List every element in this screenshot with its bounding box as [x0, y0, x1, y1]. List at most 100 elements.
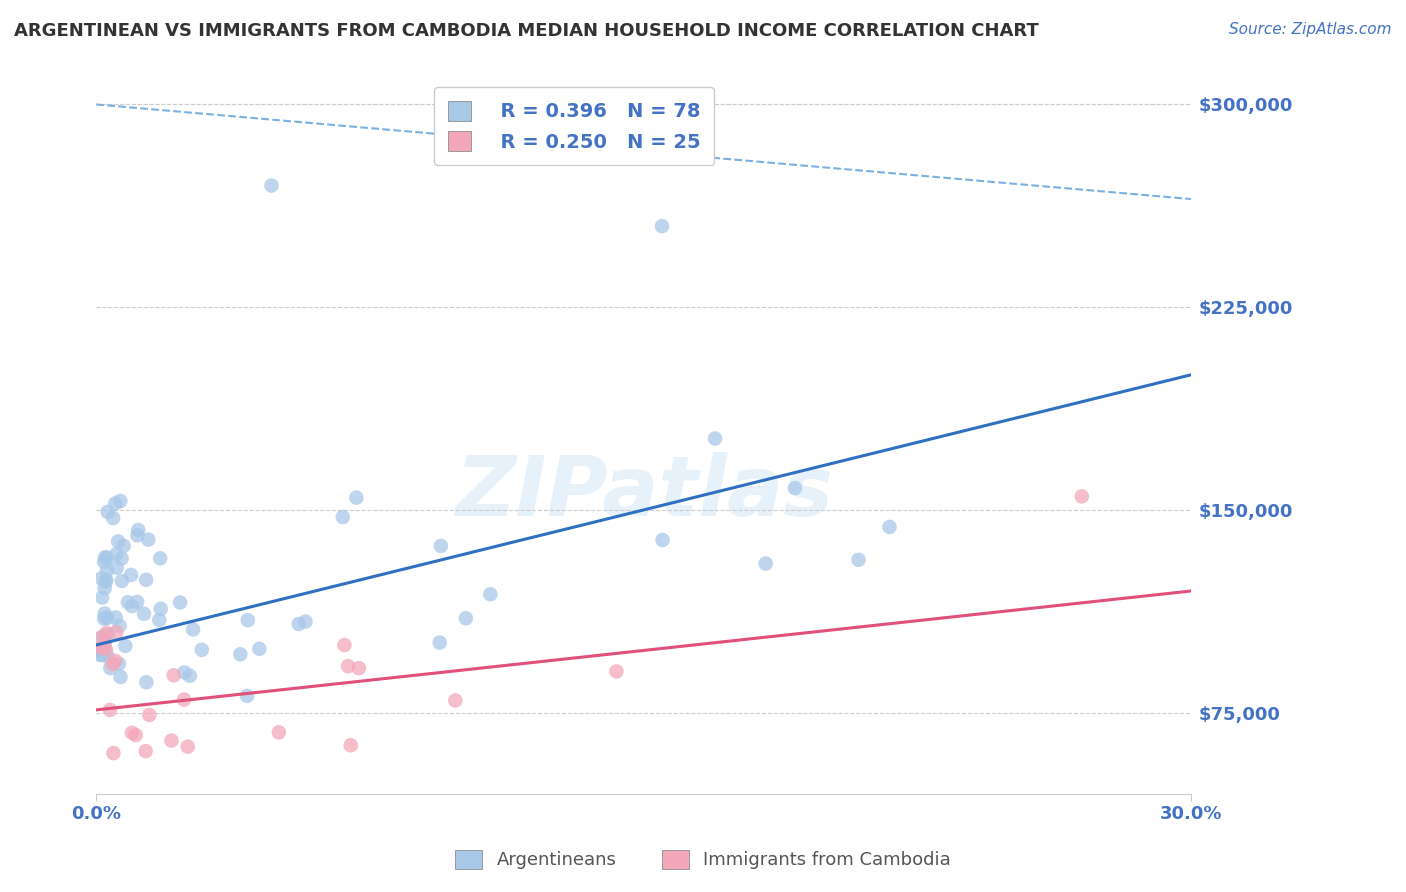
Point	[96, 625, 118, 640]
Point	[108, 657, 131, 671]
Point	[93, 636, 115, 650]
Text: Source: ZipAtlas.com: Source: ZipAtlas.com	[1229, 22, 1392, 37]
Point	[479, 587, 502, 601]
Point	[127, 528, 149, 542]
Point	[94, 644, 117, 658]
Point	[98, 703, 121, 717]
Point	[117, 595, 139, 609]
Point	[93, 581, 115, 595]
Point	[337, 659, 360, 673]
Point	[108, 619, 131, 633]
Point	[94, 550, 117, 565]
Point	[90, 640, 112, 655]
Point	[138, 707, 160, 722]
Point	[173, 692, 195, 706]
Point	[605, 665, 627, 679]
Point	[93, 612, 115, 626]
Point	[120, 568, 142, 582]
Point	[97, 649, 120, 664]
Point	[90, 645, 112, 659]
Point	[163, 668, 186, 682]
Point	[287, 617, 309, 632]
Point	[236, 613, 259, 627]
Point	[755, 557, 778, 571]
Point	[110, 494, 132, 508]
Point	[444, 693, 467, 707]
Point	[105, 625, 128, 640]
Point	[179, 669, 201, 683]
Point	[93, 555, 115, 569]
Point	[103, 746, 125, 760]
Point	[149, 551, 172, 566]
Point	[96, 573, 118, 587]
Point	[94, 574, 117, 589]
Point	[149, 602, 172, 616]
Point	[454, 611, 477, 625]
Point	[344, 491, 367, 505]
Point	[132, 607, 155, 621]
Point	[93, 639, 115, 653]
Point	[783, 481, 806, 495]
Point	[104, 496, 127, 510]
Point	[848, 553, 870, 567]
Point	[94, 642, 117, 657]
Point	[135, 744, 157, 758]
Point	[97, 627, 120, 641]
Point	[181, 623, 204, 637]
Point	[105, 547, 128, 561]
Point	[121, 599, 143, 614]
Point	[112, 539, 135, 553]
Point	[1070, 489, 1092, 503]
Point	[236, 689, 259, 703]
Text: ARGENTINEAN VS IMMIGRANTS FROM CAMBODIA MEDIAN HOUSEHOLD INCOME CORRELATION CHAR: ARGENTINEAN VS IMMIGRANTS FROM CAMBODIA …	[14, 22, 1039, 40]
Point	[294, 615, 316, 629]
Point	[651, 219, 673, 233]
Point	[101, 511, 124, 525]
Point	[111, 574, 134, 588]
Point	[107, 534, 129, 549]
Point	[96, 610, 118, 624]
Point	[136, 533, 159, 547]
Point	[127, 523, 149, 537]
Legend: Argentineans, Immigrants from Cambodia: Argentineans, Immigrants from Cambodia	[446, 840, 960, 879]
Point	[97, 505, 120, 519]
Point	[135, 675, 157, 690]
Legend:   R = 0.396   N = 78,   R = 0.250   N = 25: R = 0.396 N = 78, R = 0.250 N = 25	[434, 87, 714, 165]
Point	[333, 638, 356, 652]
Point	[90, 631, 112, 645]
Point	[177, 739, 200, 754]
Point	[110, 670, 132, 684]
Point	[98, 661, 121, 675]
Point	[96, 563, 118, 577]
Point	[91, 630, 114, 644]
Point	[135, 573, 157, 587]
Point	[104, 610, 127, 624]
Point	[247, 641, 270, 656]
Point	[91, 591, 114, 605]
Point	[148, 613, 170, 627]
Point	[160, 733, 183, 747]
Point	[191, 643, 214, 657]
Point	[347, 661, 370, 675]
Text: ZIPatlas: ZIPatlas	[454, 452, 832, 533]
Point	[96, 611, 118, 625]
Point	[101, 657, 124, 672]
Point	[104, 654, 127, 668]
Point	[91, 648, 114, 662]
Point	[94, 629, 117, 643]
Point	[114, 639, 136, 653]
Point	[260, 178, 283, 193]
Point	[229, 647, 252, 661]
Point	[105, 560, 128, 574]
Point	[430, 539, 453, 553]
Point	[111, 551, 134, 566]
Point	[169, 595, 191, 609]
Point	[89, 648, 111, 662]
Point	[96, 550, 118, 565]
Point	[332, 510, 354, 524]
Point	[429, 635, 451, 649]
Point	[121, 725, 143, 739]
Point	[267, 725, 290, 739]
Point	[90, 571, 112, 585]
Point	[339, 739, 361, 753]
